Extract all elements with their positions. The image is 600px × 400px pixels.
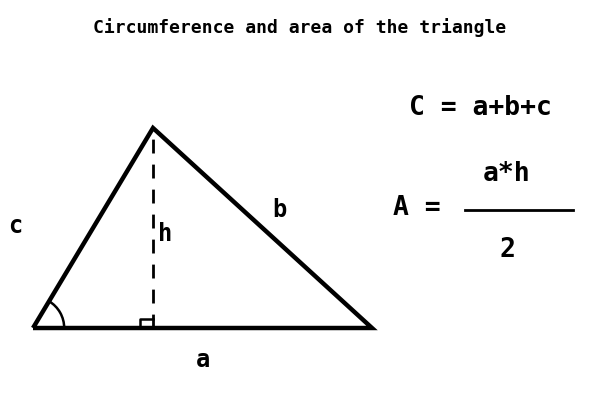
Text: a*h: a*h	[483, 161, 531, 187]
Text: c: c	[8, 214, 22, 238]
Text: h: h	[158, 222, 173, 246]
Text: b: b	[272, 198, 286, 222]
Text: Circumference and area of the triangle: Circumference and area of the triangle	[94, 18, 506, 37]
Text: A =: A =	[393, 195, 441, 221]
Text: 2: 2	[499, 237, 515, 263]
Text: a: a	[196, 348, 210, 372]
Text: C = a+b+c: C = a+b+c	[409, 95, 551, 121]
